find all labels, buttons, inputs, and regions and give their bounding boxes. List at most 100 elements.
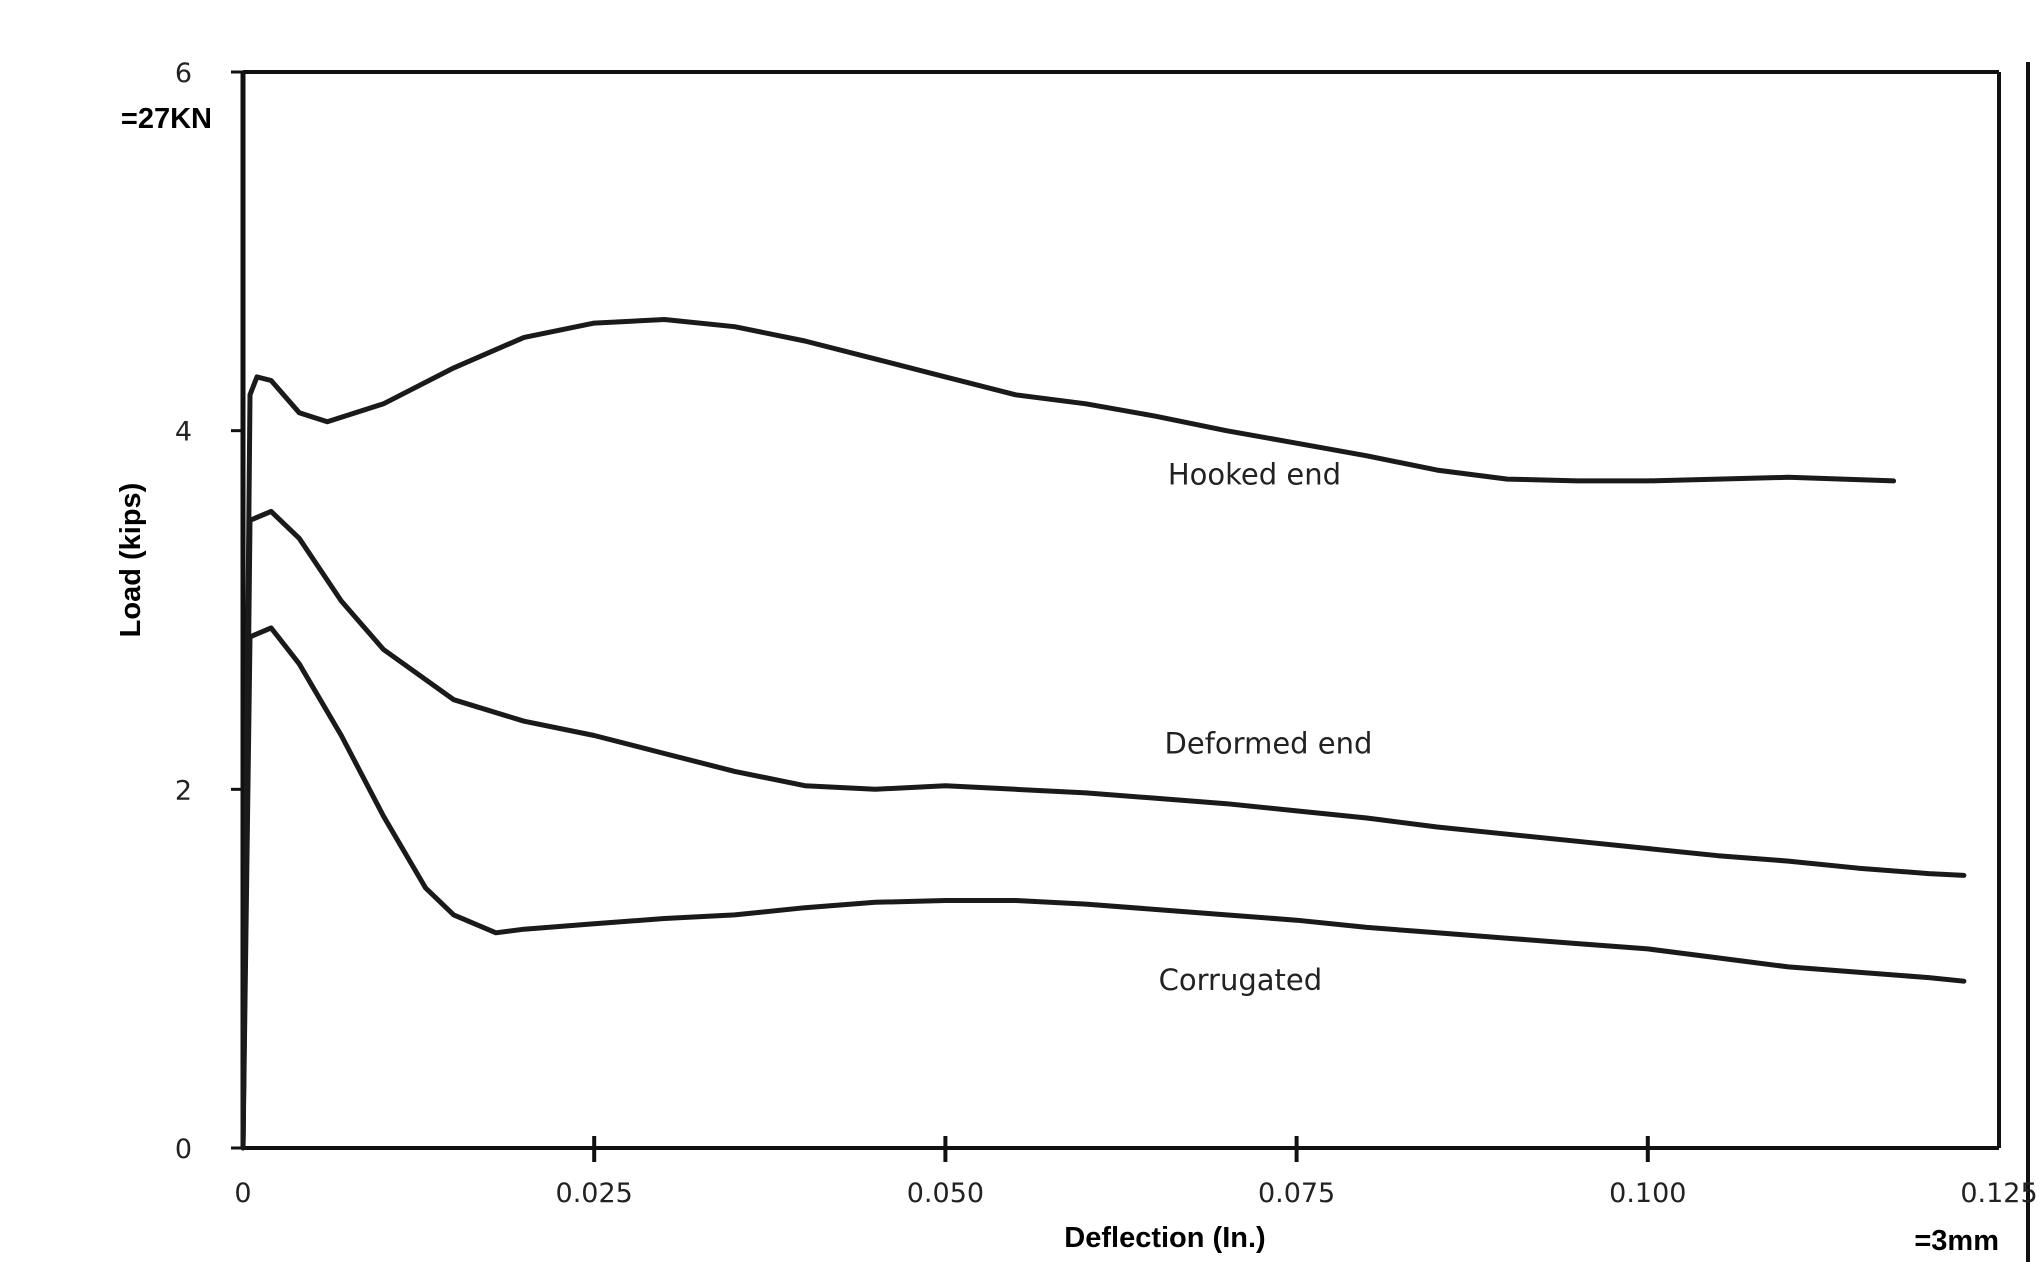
- x-unit-note: =3mm: [1914, 1225, 1999, 1257]
- data-point: [1435, 825, 1439, 829]
- data-point: [325, 420, 329, 424]
- data-point: [943, 375, 947, 379]
- data-point: [943, 899, 947, 903]
- data-point: [592, 922, 596, 926]
- data-point: [1892, 479, 1896, 483]
- series-label: Corrugated: [1159, 963, 1323, 997]
- data-point: [1857, 970, 1861, 974]
- data-point: [1014, 899, 1018, 903]
- data-point: [662, 916, 666, 920]
- data-point: [424, 886, 428, 890]
- x-tick-label: 0.075: [1258, 1178, 1335, 1209]
- data-point: [1154, 414, 1158, 418]
- data-point: [1014, 787, 1018, 791]
- data-point: [381, 402, 385, 406]
- data-point: [1295, 441, 1299, 445]
- x-tick-label: 0: [234, 1178, 251, 1209]
- data-point: [733, 913, 737, 917]
- data-point: [255, 375, 259, 379]
- x-tick-label: 0.050: [907, 1178, 984, 1209]
- data-point: [1505, 936, 1509, 940]
- data-point: [339, 599, 343, 603]
- labels-layer: 0 2 4 6 0 0.025 0.050 0.075 0.100 0.125 Hooked end…: [115, 58, 2038, 1257]
- data-point: [803, 906, 807, 910]
- data-point: [269, 509, 273, 513]
- data-point: [1857, 866, 1861, 870]
- data-point: [1646, 947, 1650, 951]
- data-point: [1646, 479, 1650, 483]
- data-point: [1576, 942, 1580, 946]
- x-axis-title: Deflection (In.): [1064, 1222, 1265, 1254]
- series-line-hooked-end: [240, 317, 1897, 1151]
- data-point: [297, 411, 301, 415]
- data-point: [1786, 475, 1790, 479]
- data-point: [452, 698, 456, 702]
- data-point: [1505, 477, 1509, 481]
- series-label: Deformed end: [1165, 726, 1373, 760]
- data-point: [381, 814, 385, 818]
- data-point: [1962, 873, 1966, 877]
- data-point: [803, 339, 807, 343]
- data-point: [452, 913, 456, 917]
- data-point: [1224, 802, 1228, 806]
- y-tick-label: 0: [175, 1134, 192, 1165]
- data-point: [1365, 816, 1369, 820]
- data-point: [733, 769, 737, 773]
- data-point: [1786, 859, 1790, 863]
- x-tick-label: 0.100: [1609, 1178, 1686, 1209]
- data-point: [1295, 809, 1299, 813]
- data-point: [1505, 832, 1509, 836]
- data-point: [1927, 976, 1931, 980]
- data-point: [339, 734, 343, 738]
- series-line-deformed-end: [240, 508, 1967, 1151]
- data-point: [269, 626, 273, 630]
- data-point: [592, 321, 596, 325]
- data-point: [873, 357, 877, 361]
- data-point: [1435, 931, 1439, 935]
- data-point: [522, 335, 526, 339]
- data-point: [1786, 965, 1790, 969]
- data-point: [1365, 925, 1369, 929]
- data-point: [1716, 854, 1720, 858]
- data-point: [452, 366, 456, 370]
- data-point: [494, 931, 498, 935]
- data-point: [1927, 872, 1931, 876]
- data-point: [1224, 913, 1228, 917]
- data-point: [241, 1146, 245, 1150]
- data-point: [1716, 956, 1720, 960]
- data-point: [1962, 979, 1966, 983]
- x-tick-label: 0.025: [556, 1178, 633, 1209]
- data-point: [733, 325, 737, 329]
- data-point: [248, 393, 252, 397]
- series-label: Hooked end: [1168, 457, 1341, 491]
- data-point: [662, 751, 666, 755]
- series-line-corrugated: [240, 625, 1967, 1151]
- data-point: [803, 784, 807, 788]
- data-point: [1295, 918, 1299, 922]
- y-unit-note: =27KN: [121, 103, 212, 135]
- plot-frame: [240, 62, 2030, 1262]
- data-point: [873, 900, 877, 904]
- data-point: [1576, 839, 1580, 843]
- data-point: [297, 536, 301, 540]
- data-point: [1365, 454, 1369, 458]
- data-point: [873, 787, 877, 791]
- data-point: [269, 378, 273, 382]
- data-point: [592, 734, 596, 738]
- data-point: [1084, 791, 1088, 795]
- data-point: [662, 317, 666, 321]
- data-point: [297, 662, 301, 666]
- data-point: [1435, 468, 1439, 472]
- data-point: [522, 719, 526, 723]
- data-point: [522, 927, 526, 931]
- data-point: [1576, 479, 1580, 483]
- data-point: [1716, 477, 1720, 481]
- axis-ticks: [231, 70, 1650, 1162]
- data-point: [1084, 902, 1088, 906]
- data-point: [381, 647, 385, 651]
- data-point: [1224, 429, 1228, 433]
- data-point: [943, 784, 947, 788]
- data-point: [248, 635, 252, 639]
- series-layer: [240, 317, 1967, 1151]
